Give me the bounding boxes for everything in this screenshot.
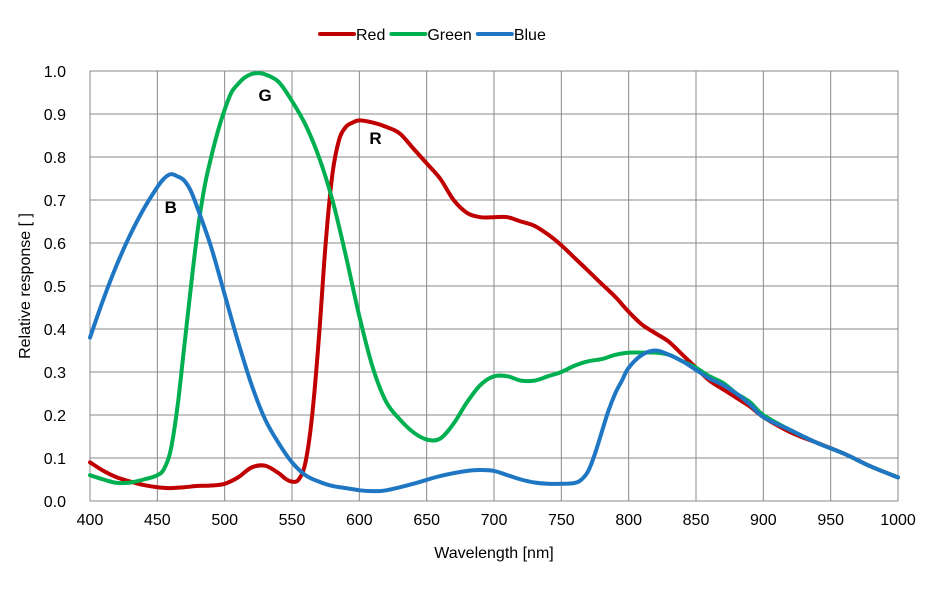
curve-annotations: R G B — [165, 86, 382, 217]
y-tick-label: 0.6 — [44, 236, 66, 253]
plot-frame — [89, 70, 899, 502]
legend-label-green: Green — [427, 27, 471, 44]
series-group — [88, 71, 900, 494]
y-tick-label: 0.9 — [44, 107, 66, 124]
legend-label-red: Red — [356, 27, 385, 44]
x-tick-label: 600 — [346, 512, 373, 529]
y-tick-label: 0.5 — [44, 279, 66, 296]
y-axis-title: Relative response [ ] — [17, 213, 34, 359]
annotation-b: B — [165, 198, 177, 217]
y-axis-ticks: 0.0 0.1 0.2 0.3 0.4 0.5 0.6 0.7 0.8 0.9 1.0 — [44, 64, 66, 511]
x-tick-label: 550 — [279, 512, 306, 529]
x-tick-label: 750 — [548, 512, 575, 529]
y-tick-label: 1.0 — [44, 64, 66, 81]
y-tick-label: 0.4 — [44, 322, 66, 339]
grid — [89, 70, 899, 502]
y-tick-label: 0.0 — [44, 494, 66, 511]
x-tick-label: 400 — [77, 512, 104, 529]
x-tick-label: 500 — [211, 512, 238, 529]
x-axis-ticks: 400 450 500 550 600 650 700 750 800 850 900 950 1000 — [77, 512, 916, 529]
x-tick-label: 900 — [750, 512, 777, 529]
x-tick-label: 700 — [481, 512, 508, 529]
y-tick-label: 0.3 — [44, 365, 66, 382]
annotation-r: R — [369, 129, 381, 148]
y-tick-label: 0.8 — [44, 150, 66, 167]
y-tick-label: 0.2 — [44, 408, 66, 425]
x-tick-label: 850 — [683, 512, 710, 529]
y-tick-label: 0.1 — [44, 451, 66, 468]
x-tick-label: 800 — [615, 512, 642, 529]
x-tick-label: 450 — [144, 512, 171, 529]
x-tick-label: 1000 — [880, 512, 916, 529]
x-tick-label: 950 — [817, 512, 844, 529]
series-line-blue — [88, 172, 900, 494]
annotation-g: G — [258, 86, 271, 105]
y-tick-label: 0.7 — [44, 193, 66, 210]
legend-label-blue: Blue — [514, 27, 546, 44]
legend: Red Green Blue — [318, 27, 546, 44]
x-tick-label: 650 — [413, 512, 440, 529]
x-axis-title: Wavelength [nm] — [434, 545, 553, 562]
